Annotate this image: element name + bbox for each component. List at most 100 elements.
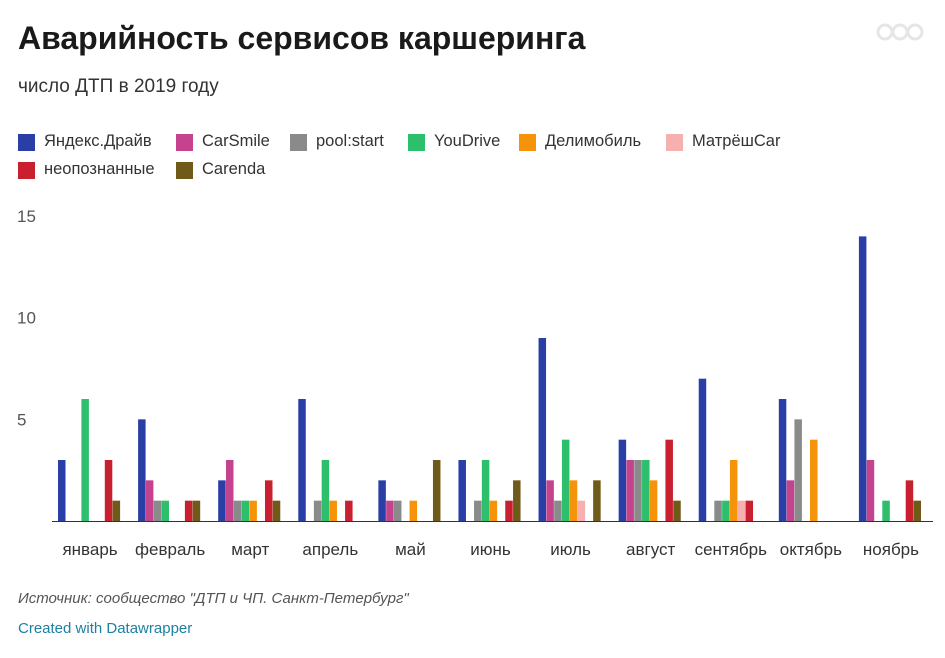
datawrapper-logo-icon	[876, 23, 924, 41]
bars-group	[58, 236, 922, 521]
legend-swatch	[18, 134, 35, 151]
x-tick-label: март	[231, 540, 269, 559]
chart-subtitle: число ДТП в 2019 году	[18, 76, 219, 97]
legend-label: Carenda	[202, 160, 266, 178]
bar	[882, 500, 890, 521]
legend-label: pool:start	[316, 132, 384, 150]
bar	[58, 460, 66, 521]
bar	[538, 338, 547, 521]
bar	[745, 500, 754, 521]
bar	[593, 480, 601, 521]
bar	[618, 439, 627, 521]
bar	[778, 399, 787, 521]
bar	[184, 500, 193, 521]
bar-chart: 5 10 15 январь февраль март апрель май июнь июль…	[17, 207, 933, 559]
x-tick-label: октябрь	[780, 540, 842, 559]
y-tick-label: 10	[17, 309, 36, 328]
bar	[505, 500, 513, 521]
bar	[481, 460, 490, 521]
legend-swatch	[519, 134, 536, 151]
bar	[561, 439, 570, 521]
bar	[698, 378, 707, 521]
x-tick-label: февраль	[135, 540, 205, 559]
bar	[153, 500, 162, 521]
bar	[218, 480, 226, 521]
x-tick-label: сентябрь	[695, 540, 768, 559]
bar	[225, 460, 234, 521]
bar	[489, 500, 498, 521]
legend-swatch	[176, 134, 193, 151]
bar	[386, 500, 394, 521]
x-tick-label: июль	[550, 540, 591, 559]
bar	[786, 480, 795, 521]
source-note: Источник: сообщество "ДТП и ЧП. Санкт-Пе…	[18, 590, 409, 607]
legend-swatch	[176, 162, 193, 179]
bar	[458, 460, 466, 521]
bar	[722, 500, 730, 521]
bar	[626, 460, 634, 521]
bar	[913, 500, 922, 521]
bar	[264, 480, 273, 521]
x-tick-label: май	[395, 540, 426, 559]
bar	[665, 439, 673, 521]
legend-swatch	[18, 162, 35, 179]
bar	[345, 500, 353, 521]
bar	[810, 439, 818, 521]
bar	[192, 500, 201, 521]
bar	[729, 460, 738, 521]
x-tick-label: апрель	[302, 540, 358, 559]
bar	[794, 419, 802, 521]
bar	[249, 500, 257, 521]
legend-swatch	[290, 134, 307, 151]
bar	[858, 236, 867, 521]
bar	[272, 500, 281, 521]
legend-swatch	[408, 134, 425, 151]
legend-label: неопознанные	[44, 160, 155, 178]
bar	[81, 399, 89, 521]
bar	[577, 500, 586, 521]
x-tick-label: ноябрь	[863, 540, 919, 559]
bar	[905, 480, 914, 521]
chart-title: Аварийность сервисов каршеринга	[18, 20, 586, 56]
legend-label: Делимобиль	[545, 132, 642, 150]
y-tick-label: 5	[17, 410, 26, 429]
bar	[866, 460, 875, 521]
bar	[546, 480, 554, 521]
bar	[393, 500, 402, 521]
bar	[313, 500, 322, 521]
bar	[634, 460, 642, 521]
bar	[241, 500, 250, 521]
x-tick-label: июнь	[470, 540, 511, 559]
bar	[329, 500, 337, 521]
bar	[642, 460, 650, 521]
bar	[409, 500, 418, 521]
legend-label: YouDrive	[434, 132, 501, 150]
bar	[737, 500, 746, 521]
legend-swatch	[666, 134, 683, 151]
bar	[138, 419, 146, 521]
bar	[298, 399, 306, 521]
bar	[378, 480, 386, 521]
x-tick-label: январь	[62, 540, 117, 559]
bar	[673, 500, 681, 521]
legend-label: МатрёшCar	[692, 132, 781, 150]
bar	[714, 500, 722, 521]
bar	[233, 500, 242, 521]
bar	[569, 480, 578, 521]
x-tick-label: август	[626, 540, 675, 559]
y-tick-label: 15	[17, 207, 36, 226]
bar	[104, 460, 113, 521]
bar	[554, 500, 562, 521]
bar	[513, 480, 521, 521]
legend-label: Яндекс.Драйв	[44, 132, 152, 150]
datawrapper-credit-link[interactable]: Created with Datawrapper	[18, 620, 193, 637]
x-axis: январь февраль март апрель май июнь июль август…	[62, 540, 919, 559]
bar	[474, 500, 482, 521]
y-axis: 5 10 15	[17, 207, 36, 429]
bar	[321, 460, 330, 521]
bar	[112, 500, 121, 521]
bar	[161, 500, 169, 521]
legend-label: CarSmile	[202, 132, 270, 150]
bar	[145, 480, 154, 521]
bar	[649, 480, 658, 521]
